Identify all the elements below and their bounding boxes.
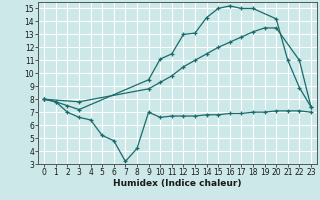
X-axis label: Humidex (Indice chaleur): Humidex (Indice chaleur) <box>113 179 242 188</box>
